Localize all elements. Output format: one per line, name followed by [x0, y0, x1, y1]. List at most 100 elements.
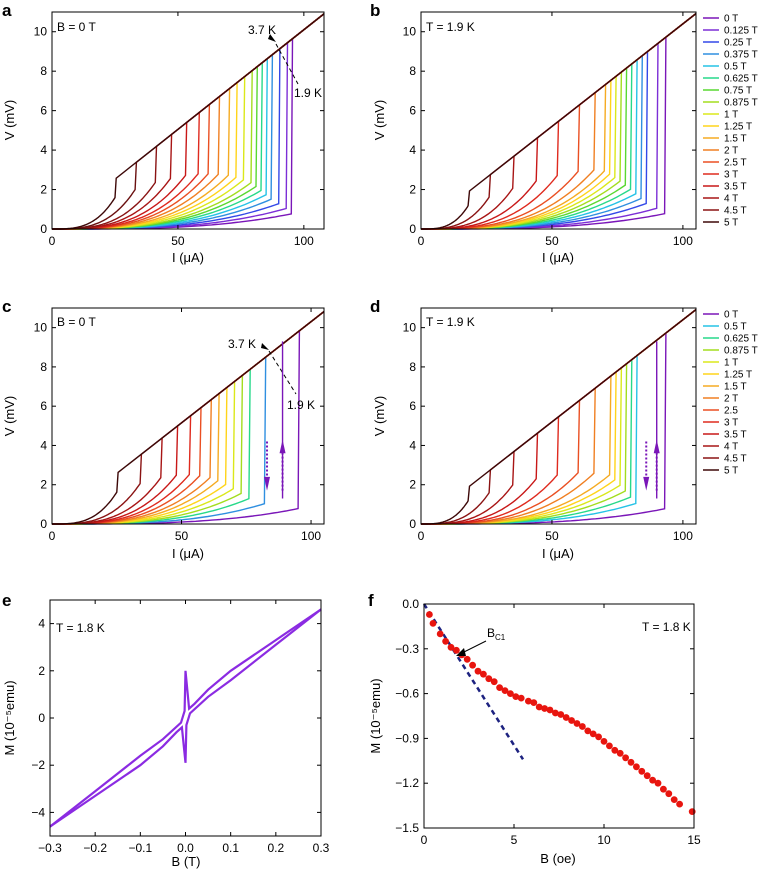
panel-d-legend-label: 4 T — [724, 442, 738, 453]
panel-e-curves — [49, 608, 322, 828]
panel-f-data-point — [442, 637, 449, 645]
panel-b-iv-curve — [421, 13, 697, 230]
panel-d-hysteresis-arrows — [643, 341, 660, 499]
panel-b-legend-label: 2.5 T — [724, 158, 747, 169]
panel-d-legend-label: 1.25 T — [724, 370, 752, 381]
panel-d-legend-label: 0.875 T — [724, 346, 758, 357]
panel-a-ytick-label: 4 — [40, 143, 47, 157]
panel-f-data-point — [627, 758, 635, 766]
panel-e-title: T = 1.8 K — [56, 621, 105, 635]
panel-label-d: d — [370, 297, 380, 316]
panel-f-data-point — [584, 727, 592, 735]
panel-f-fit-line — [422, 603, 525, 760]
panel-d-legend-label: 1.5 T — [724, 382, 747, 393]
panel-e-ytick-label: 4 — [38, 617, 45, 631]
panel-f-frame — [423, 603, 695, 829]
panel-f-ytick-label: −0.6 — [395, 687, 419, 701]
panel-c-xaxis: 0 50 100 — [49, 308, 321, 543]
panel-a-ytick-label: 10 — [34, 25, 48, 39]
panel-d-legend-label: 3 T — [724, 418, 738, 429]
panel-f-xlabel: B (oe) — [540, 851, 575, 866]
panel-e-series-0 — [49, 608, 322, 828]
panel-b-legend-label: 3.5 T — [724, 182, 747, 193]
panel-f-data-point — [436, 630, 444, 638]
panel-d-ytick-label: 8 — [409, 360, 416, 374]
panel-f-data-point — [507, 690, 514, 697]
panel-d-iv-curve — [421, 309, 697, 525]
panel-b-legend-label: 0.375 T — [724, 50, 758, 61]
panel-b-xtick-label: 0 — [418, 234, 425, 248]
panel-b-xtick-label: 100 — [673, 234, 693, 248]
panel-f-bc1-arrowhead — [456, 648, 466, 656]
panel-c-ytick-label: 6 — [40, 399, 47, 413]
panel-f-data-point — [469, 661, 476, 669]
panel-e-xtick-label: 0.3 — [313, 841, 330, 855]
panel-c-ytick-label: 0 — [40, 517, 47, 531]
panel-f-data-point — [453, 646, 460, 654]
panel-f-ylabel: M (10⁻⁵emu) — [368, 678, 383, 753]
panel-f-data-point — [638, 767, 646, 775]
panel-e-frame — [49, 599, 322, 837]
panel-d-ytick-label: 2 — [409, 478, 416, 492]
panel-d-legend-label: 3.5 T — [724, 430, 747, 441]
panel-b-ytick-label: 0 — [409, 222, 416, 236]
panel-f-data-point — [649, 776, 656, 784]
panel-f-ytick-label: −1.2 — [395, 776, 419, 790]
panel-f-bc1-main: B — [487, 626, 495, 640]
panel-e-yaxis: −4 −2 0 2 4 — [31, 617, 321, 819]
panel-f-data-point — [643, 772, 651, 780]
panel-c-temp-arrow-line — [268, 350, 297, 395]
panel-c-label-high: 3.7 K — [228, 337, 256, 351]
panel-f-data-point — [579, 723, 586, 730]
panel-f-data-point — [463, 655, 471, 663]
panel-d-ytick-label: 4 — [409, 438, 416, 452]
panel-f-data-point — [665, 790, 673, 798]
panel-d-frame — [420, 307, 697, 525]
panel-b-legend-label: 1.25 T — [724, 122, 752, 133]
panel-a-ylabel: V (mV) — [2, 100, 17, 140]
panel-e-xtick-label: −0.3 — [38, 841, 62, 855]
panel-f-bc1-sub: C1 — [495, 633, 506, 642]
panel-f-data-point — [490, 678, 498, 686]
panel-d-legend: 0 T0.5 T0.625 T0.875 T1 T1.25 T1.5 T2 T2… — [703, 310, 758, 477]
panel-f-data-point — [595, 733, 602, 741]
panel-f-data-point — [517, 694, 525, 702]
panel-b-xtick-label: 50 — [545, 234, 559, 248]
panel-f-xaxis: 0 5 10 15 — [421, 604, 701, 847]
panel-c-ytick-label: 10 — [34, 321, 48, 335]
panel-d-xtick-label: 100 — [673, 529, 693, 543]
panel-a-label-high: 3.7 K — [248, 23, 276, 37]
panel-f: f T = 1.8 K 0 5 10 15 0.0 −0.3 −0.6 −0.9 −1.2 −1… — [368, 591, 701, 866]
panel-f-data-point — [447, 643, 455, 651]
panel-e: e T = 1.8 K −0.3 −0.2 −0.1 0.0 0.1 0.2 0.3 −4−… — [2, 591, 330, 869]
panel-e-xtick-label: −0.1 — [128, 841, 152, 855]
panel-c-hyst-down-head — [264, 476, 271, 491]
panel-d-legend-label: 4.5 T — [724, 454, 747, 465]
panel-b-legend: 0 T0.125 T0.25 T0.375 T0.5 T0.625 T0.75 … — [703, 14, 758, 229]
panel-f-data-point — [654, 779, 662, 787]
panel-label-f: f — [368, 591, 374, 610]
panel-f-data-point — [633, 763, 640, 771]
panel-b-legend-label: 3 T — [724, 170, 738, 181]
panel-e-ytick-label: 0 — [38, 711, 45, 725]
panel-b-legend-label: 0.25 T — [724, 38, 752, 49]
panel-a-xtick-label: 100 — [294, 234, 314, 248]
panel-f-bc1-arrow-line — [461, 640, 487, 654]
panel-c-label-low: 1.9 K — [287, 398, 315, 412]
panel-label-b: b — [370, 1, 380, 20]
panel-f-data-point — [512, 693, 520, 700]
panel-c: c B = 0 T 0 50 100 0 2 4 6 8 10 I (μA) V (mV) 3… — [2, 297, 325, 561]
panel-b-ytick-label: 4 — [409, 143, 416, 157]
panel-f-yaxis: 0.0 −0.3 −0.6 −0.9 −1.2 −1.5 — [395, 597, 694, 835]
panel-f-data-point — [535, 703, 543, 711]
panel-b-legend-label: 5 T — [724, 218, 738, 229]
panel-f-ytick-label: −0.3 — [395, 642, 419, 656]
panel-d-legend-label: 2 T — [724, 394, 738, 405]
panel-f-xtick-label: 0 — [421, 833, 428, 847]
panel-a: a B = 0 T 0 50 100 0 2 4 6 8 10 I (μA) V (mV) 3… — [2, 1, 325, 265]
panel-b-ytick-label: 10 — [403, 25, 417, 39]
panel-a-yaxis: 0 2 4 6 8 10 — [34, 25, 324, 236]
panel-a-xtick-label: 0 — [49, 234, 56, 248]
panel-label-a: a — [2, 1, 12, 20]
